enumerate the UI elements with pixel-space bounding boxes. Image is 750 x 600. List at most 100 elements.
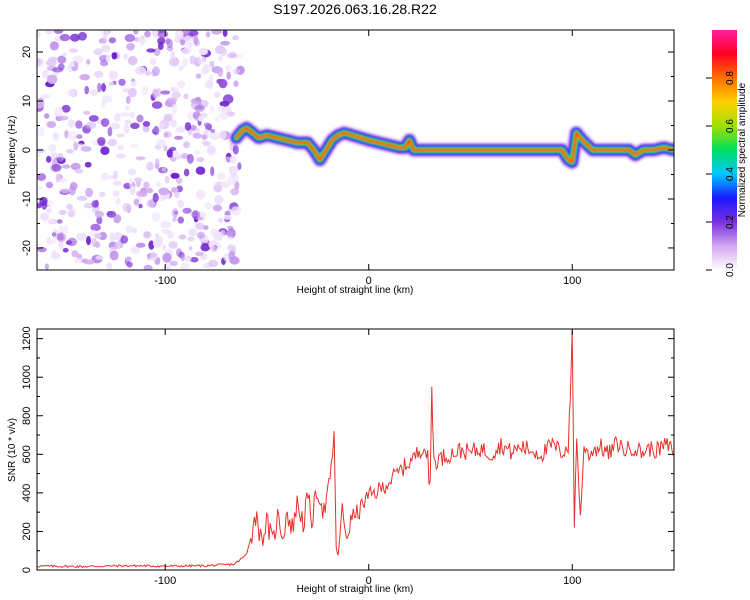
noise-blob [217, 172, 226, 181]
noise-blob [195, 251, 204, 257]
noise-blob [225, 64, 232, 72]
noise-blob [125, 95, 131, 104]
noise-blob [168, 57, 180, 67]
noise-blob [184, 35, 193, 42]
noise-blob [123, 124, 130, 134]
noise-blob [213, 185, 223, 193]
noise-blob [68, 119, 76, 128]
noise-blob [133, 30, 139, 35]
noise-blob [114, 241, 123, 249]
noise-blob [143, 264, 153, 270]
noise-blob [43, 215, 48, 224]
noise-blob [114, 231, 122, 241]
noise-blob [220, 40, 231, 46]
noise-blob [118, 78, 126, 86]
noise-blob [107, 126, 113, 137]
noise-blob [190, 124, 197, 131]
noise-blob [183, 168, 190, 177]
noise-blob [219, 130, 227, 140]
noise-blob [227, 244, 236, 252]
noise-blob [89, 89, 99, 96]
noise-blob [111, 52, 118, 60]
noise-blob [138, 203, 143, 209]
noise-blob [137, 192, 148, 198]
noise-blob [162, 190, 169, 196]
noise-blob [109, 122, 121, 130]
x-tick-label: 0 [366, 575, 372, 587]
noise-blob [125, 256, 132, 261]
noise-blob [80, 146, 92, 152]
noise-blob [115, 197, 121, 205]
snr-series-line [37, 329, 674, 569]
noise-blob [39, 196, 48, 206]
noise-blob [96, 216, 103, 225]
noise-region [37, 30, 245, 270]
noise-blob [91, 237, 97, 248]
noise-blob [38, 97, 44, 104]
noise-blob [57, 115, 69, 121]
noise-blob [214, 117, 220, 122]
noise-blob [182, 207, 192, 214]
noise-blob [172, 217, 177, 222]
noise-blob [128, 178, 134, 188]
colorbar-bar [712, 30, 737, 270]
noise-blob [209, 60, 215, 68]
x-tick-label: -100 [154, 575, 176, 587]
ridge-core [235, 127, 674, 164]
noise-blob [144, 30, 151, 38]
y-tick-label: 400 [21, 484, 33, 502]
noise-blob [186, 153, 194, 164]
noise-blob [146, 48, 156, 53]
noise-blob [222, 30, 228, 37]
colorbar-ticks: 0.0 0.2 0.4 0.6 0.8 [706, 71, 736, 277]
noise-blob [122, 53, 128, 60]
noise-blob [86, 235, 91, 246]
noise-blob [37, 31, 41, 38]
noise-blob [88, 115, 99, 122]
y-tick-label: -10 [21, 191, 33, 207]
noise-blob [234, 181, 240, 190]
noise-blob [232, 68, 240, 75]
noise-blob [57, 55, 67, 64]
noise-blob [48, 56, 58, 62]
noise-blob [95, 255, 104, 261]
noise-blob [180, 262, 190, 270]
noise-blob [56, 219, 63, 224]
noise-blob [188, 228, 197, 237]
noise-blob [54, 107, 64, 117]
noise-blob [52, 132, 59, 141]
noise-blob [170, 86, 176, 93]
noise-blob [101, 100, 106, 109]
noise-blob [69, 61, 75, 68]
noise-blob [74, 168, 84, 174]
noise-blob [141, 85, 149, 96]
noise-blob [208, 259, 219, 268]
noise-blob [174, 191, 180, 198]
noise-blob [112, 190, 120, 197]
noise-blob [217, 105, 226, 112]
noise-blob [155, 181, 162, 187]
noise-blob [127, 168, 137, 176]
noise-blob [74, 258, 83, 264]
noise-blob [46, 155, 52, 163]
y-tick-label: 800 [21, 407, 33, 425]
noise-blob [139, 38, 145, 47]
noise-blob [166, 97, 178, 103]
noise-blob [146, 199, 155, 208]
noise-blob [183, 141, 190, 149]
noise-blob [210, 128, 216, 133]
noise-blob [58, 239, 64, 250]
noise-blob [106, 210, 117, 218]
noise-blob [127, 56, 138, 66]
noise-blob [78, 31, 87, 41]
noise-blob [157, 37, 166, 45]
noise-blob [46, 74, 58, 85]
noise-blob [181, 58, 189, 67]
noise-blob [135, 242, 146, 248]
noise-blob [85, 121, 97, 129]
noise-blob [48, 144, 57, 152]
noise-blob [161, 167, 167, 172]
noise-blob [45, 30, 53, 35]
